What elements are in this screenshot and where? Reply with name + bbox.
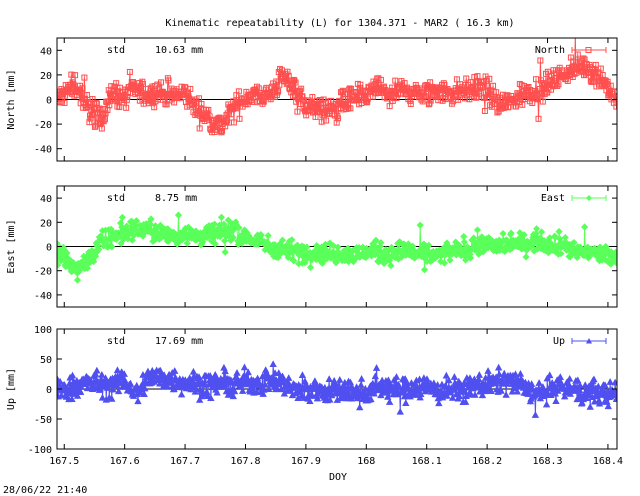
y-axis-label: North [mm] <box>6 69 17 129</box>
legend-label: East <box>541 193 565 204</box>
y-tick-label: 0 <box>46 243 52 254</box>
data-point <box>57 239 61 247</box>
chart-title: Kinematic repeatability (L) for 1304.371… <box>165 18 514 29</box>
legend-label: North <box>535 45 565 56</box>
panel-east: -40 -20 0 20 40 East [mm] std 8.75 mm East <box>6 185 618 308</box>
legend-swatch <box>571 47 607 53</box>
y-tick-label: 40 <box>40 194 52 205</box>
std-value: 8.75 mm <box>155 193 197 204</box>
north-points <box>57 32 617 136</box>
data-point <box>614 93 617 100</box>
y-tick-label: 20 <box>40 71 52 82</box>
legend-swatch <box>571 195 607 201</box>
y-tick-label: 0 <box>46 96 52 107</box>
panel-north: -40 -20 0 20 40 North [mm] std 10.63 mm North <box>6 32 618 162</box>
y-tick-label: -40 <box>34 291 52 302</box>
std-label: std <box>107 193 125 204</box>
data-point <box>57 91 60 98</box>
data-point <box>613 252 617 260</box>
y-tick-label: -40 <box>34 145 52 156</box>
y-tick-label: 20 <box>40 218 52 229</box>
y-tick-label: -20 <box>34 267 52 278</box>
y-axis-label: East [mm] <box>6 219 17 273</box>
y-tick-label: 40 <box>40 46 52 57</box>
up-points <box>57 360 617 418</box>
std-value: 10.63 mm <box>155 45 203 56</box>
east-points <box>57 211 617 284</box>
legend-marker <box>586 195 592 201</box>
data-point <box>573 32 578 37</box>
y-tick-label: -20 <box>34 120 52 131</box>
std-label: std <box>107 45 125 56</box>
legend-marker <box>585 47 592 53</box>
